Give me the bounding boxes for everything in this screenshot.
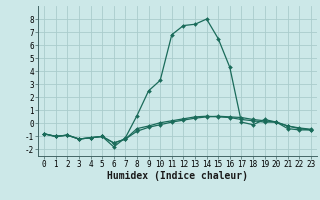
X-axis label: Humidex (Indice chaleur): Humidex (Indice chaleur) [107, 171, 248, 181]
